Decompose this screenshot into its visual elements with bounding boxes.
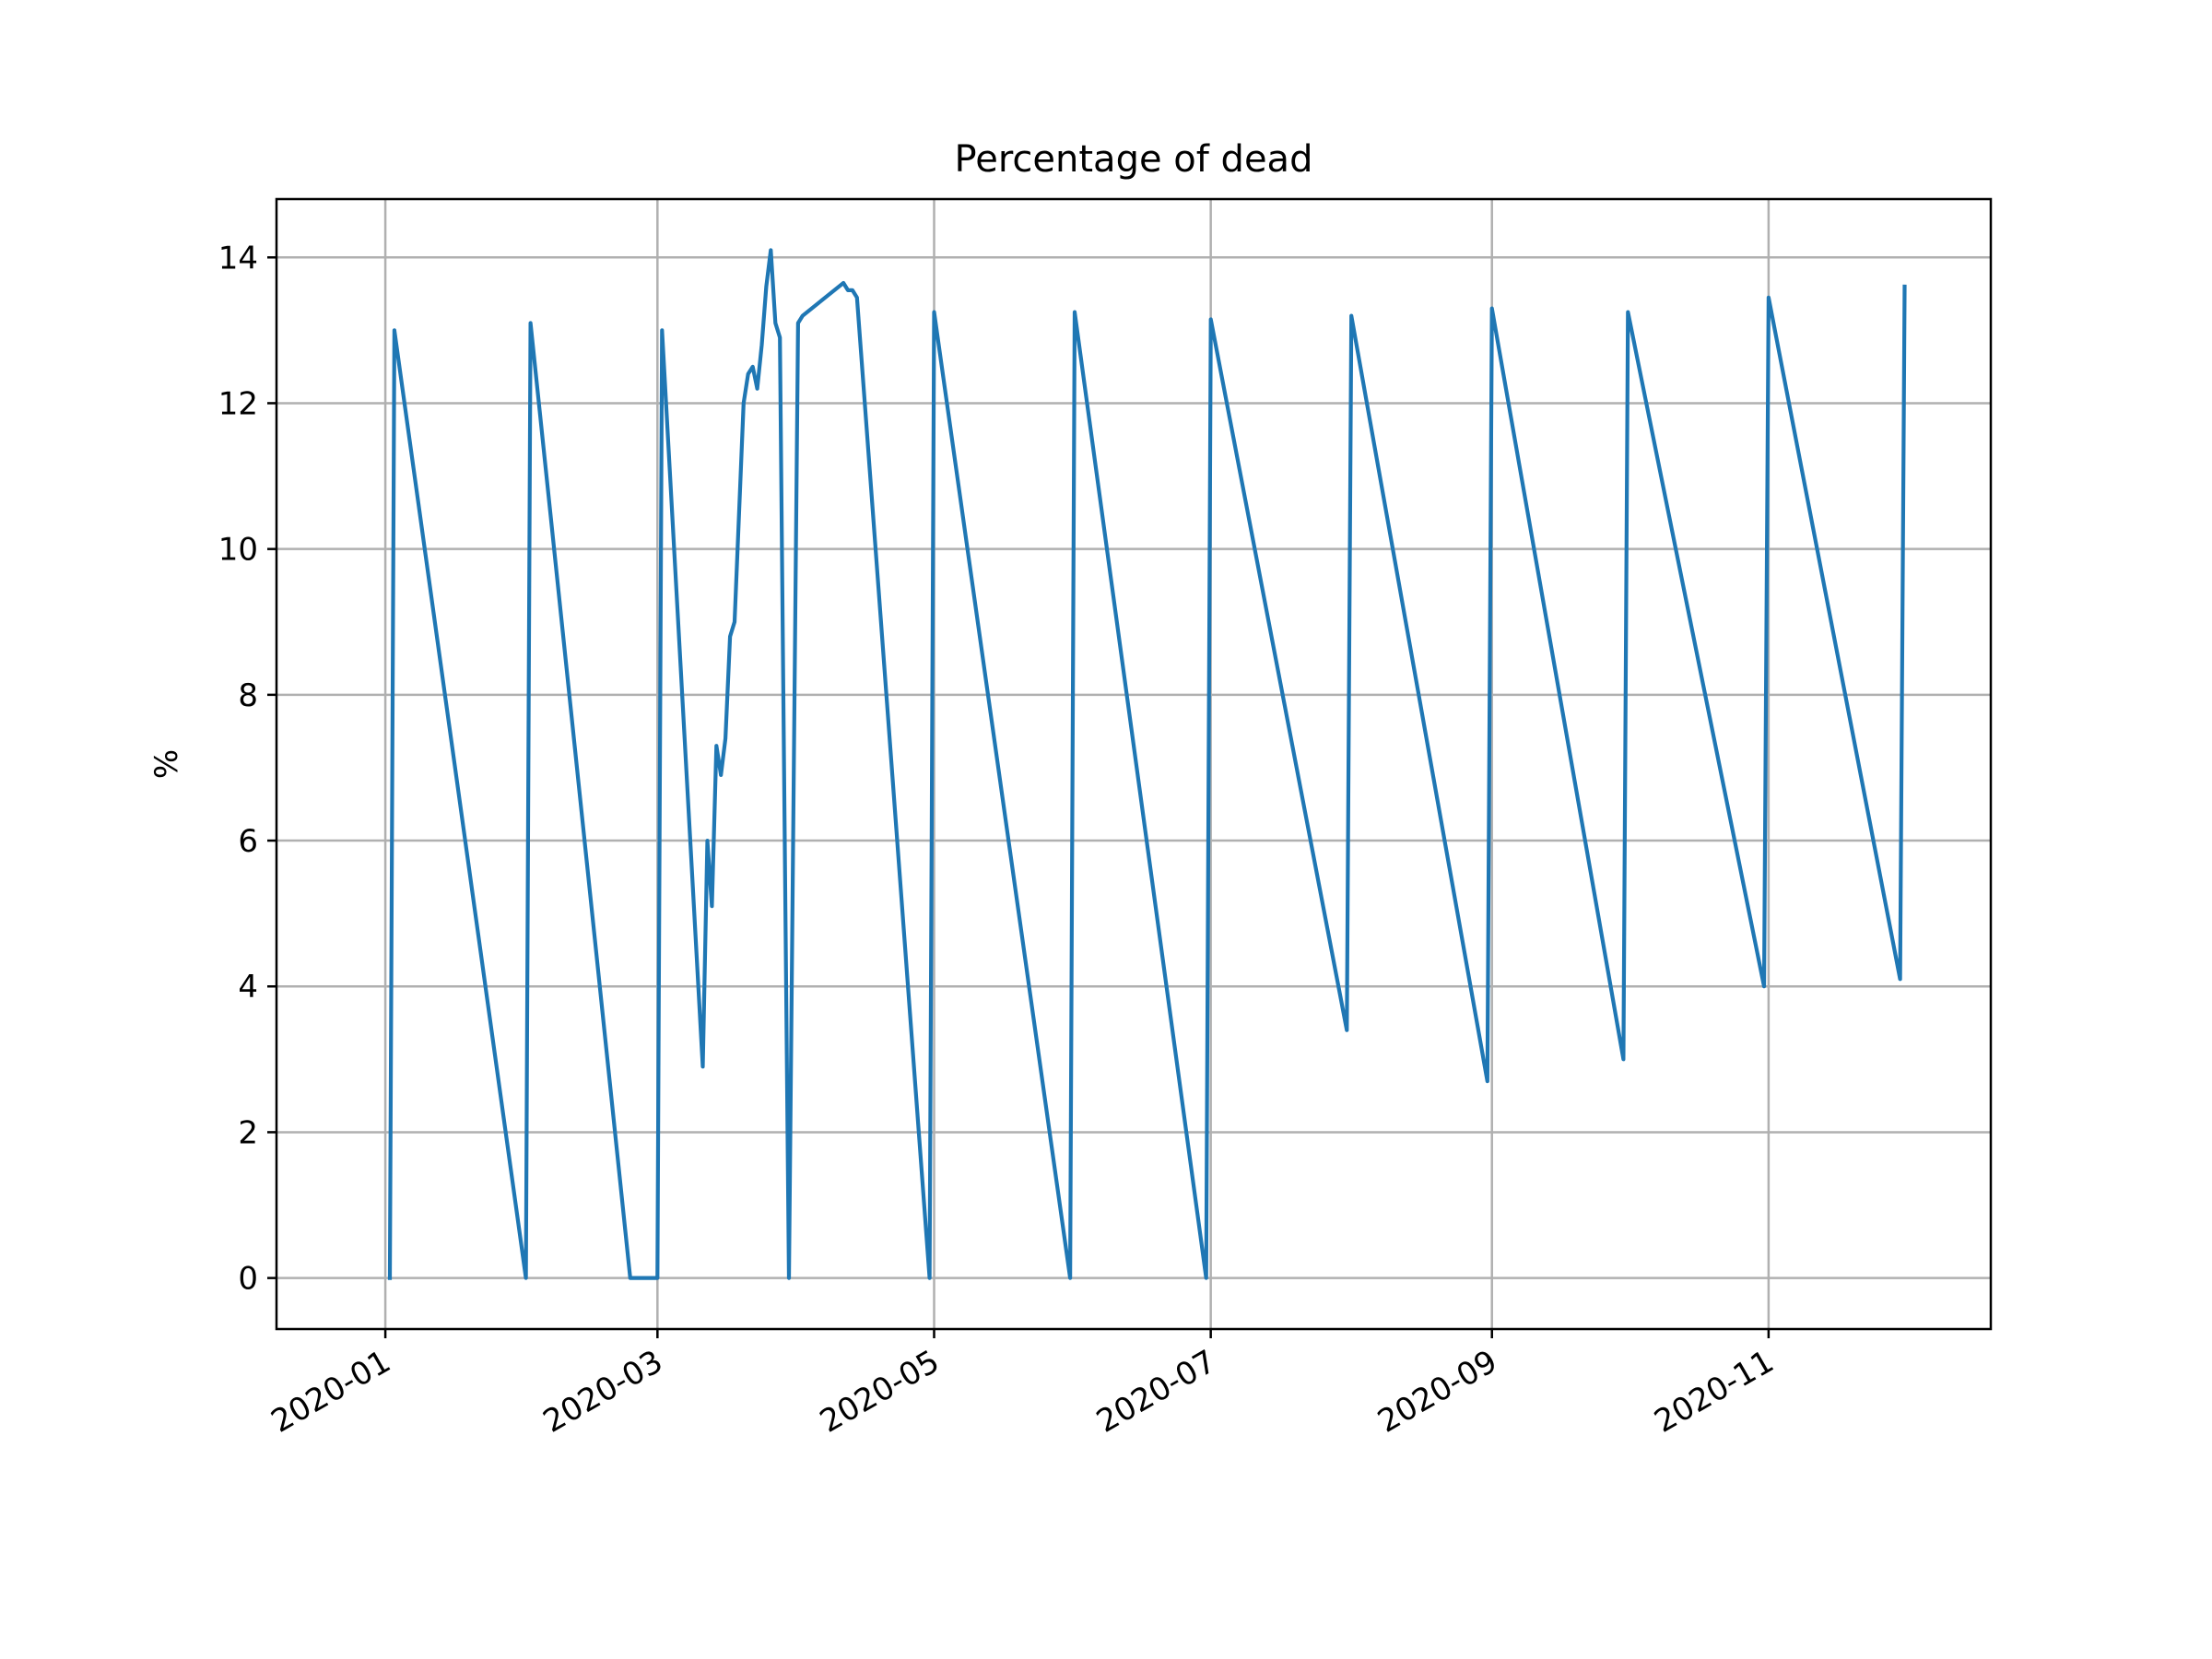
y-axis-label: % [148,749,185,779]
y-tick-label: 4 [238,969,258,1006]
y-tick-label: 10 [218,532,258,569]
plot-frame [275,197,1993,1331]
y-tick-label: 8 [238,677,258,714]
y-tick-label: 2 [238,1114,258,1151]
chart-title: Percentage of dead [955,138,1313,181]
y-tick-label: 6 [238,823,258,860]
plot-area-background [276,199,1991,1329]
series-layer [387,248,1907,1280]
y-tick-label: 12 [218,385,258,422]
y-tick-label: 14 [218,240,258,276]
y-tick-label: 0 [238,1261,258,1298]
series-line [387,248,1907,1280]
